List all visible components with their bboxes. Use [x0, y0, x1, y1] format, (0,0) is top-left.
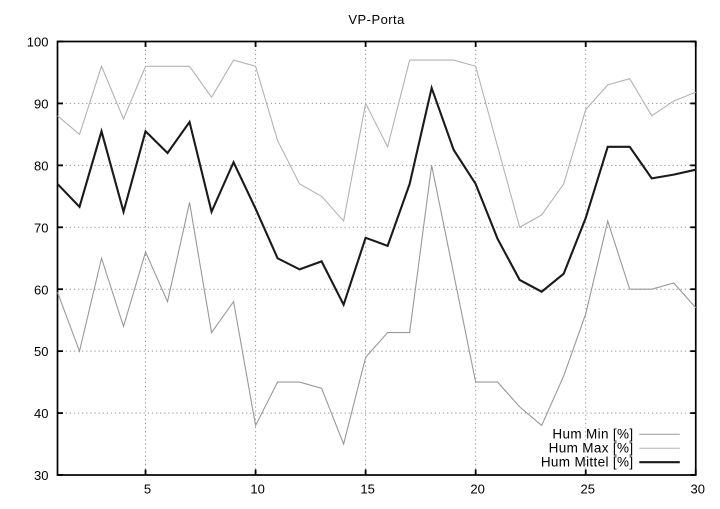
svg-text:70: 70	[34, 220, 48, 235]
svg-text:Hum Mittel [%]: Hum Mittel [%]	[541, 455, 634, 470]
svg-text:40: 40	[34, 406, 48, 421]
svg-text:10: 10	[250, 482, 264, 497]
svg-text:5: 5	[144, 482, 151, 497]
svg-text:25: 25	[580, 482, 594, 497]
svg-text:90: 90	[34, 97, 48, 112]
svg-text:80: 80	[34, 158, 48, 173]
svg-text:50: 50	[34, 344, 48, 359]
svg-text:15: 15	[360, 482, 374, 497]
svg-text:30: 30	[691, 482, 705, 497]
svg-text:Hum Max [%]: Hum Max [%]	[549, 441, 634, 456]
svg-text:VP-Porta: VP-Porta	[348, 12, 405, 27]
svg-text:Hum Min [%]: Hum Min [%]	[552, 427, 633, 442]
svg-text:20: 20	[470, 482, 484, 497]
svg-text:30: 30	[34, 468, 48, 483]
svg-text:100: 100	[27, 35, 49, 50]
svg-text:60: 60	[34, 282, 48, 297]
